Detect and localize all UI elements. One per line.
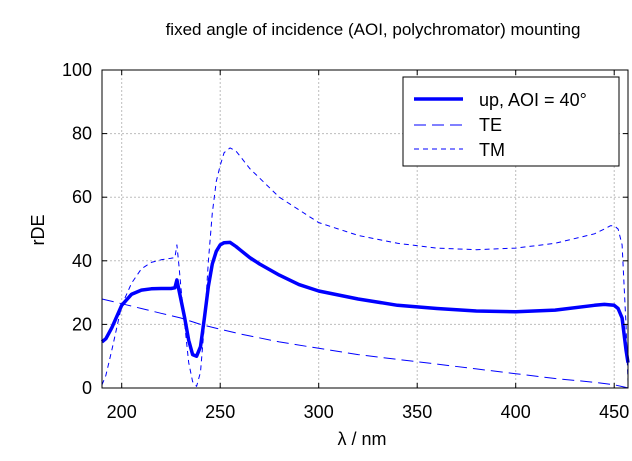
x-tick-label: 400 <box>501 402 531 422</box>
x-axis-label: λ / nm <box>337 429 386 449</box>
y-tick-label: 80 <box>72 124 92 144</box>
series-line-0 <box>100 240 630 363</box>
axes-box <box>101 69 629 389</box>
y-axis-label: rDE <box>28 215 48 246</box>
plot-frame <box>101 69 629 389</box>
series-line-1 <box>101 298 629 389</box>
x-tick-label: 200 <box>107 402 137 422</box>
chart-title: fixed angle of incidence (AOI, polychrom… <box>166 20 581 39</box>
y-tick-label: 40 <box>72 251 92 271</box>
y-tick-label: 100 <box>62 60 92 80</box>
legend-label-up: up, AOI = 40° <box>479 90 587 110</box>
legend-box <box>402 76 620 167</box>
legend-label-tm: TM <box>479 140 505 160</box>
x-tick-label: 350 <box>402 402 432 422</box>
x-tick-label: 300 <box>304 402 334 422</box>
series-lines <box>100 147 630 389</box>
y-tick-label: 20 <box>72 314 92 334</box>
series-line-2 <box>101 147 629 387</box>
legend: up, AOI = 40° TE TM <box>402 76 620 167</box>
x-tick-label: 250 <box>205 402 235 422</box>
y-tick-labels: 0 20 40 60 80 100 <box>62 60 92 398</box>
x-tick-label: 450 <box>599 402 629 422</box>
legend-label-te: TE <box>479 115 502 135</box>
y-tick-label: 60 <box>72 187 92 207</box>
y-tick-label: 0 <box>82 378 92 398</box>
x-tick-labels: 200 250 300 350 400 450 <box>107 402 630 422</box>
